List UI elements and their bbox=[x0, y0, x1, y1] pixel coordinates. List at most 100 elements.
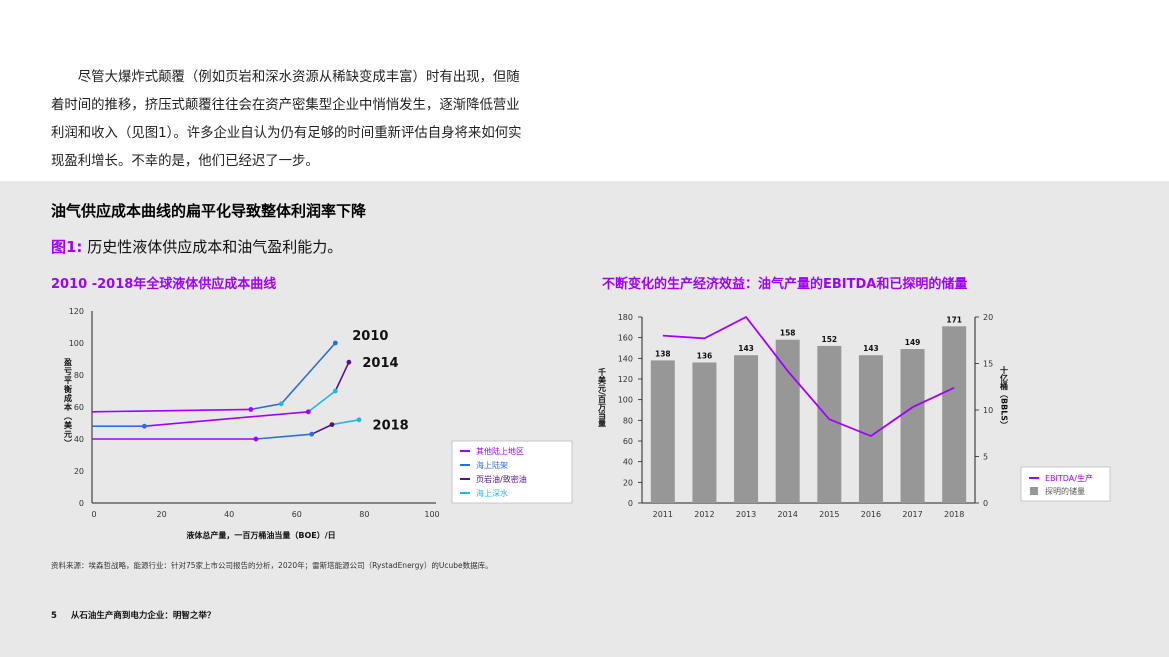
legend-label: 海上深水 bbox=[476, 488, 508, 498]
bar-value-label: 171 bbox=[946, 315, 962, 324]
reserves-bar bbox=[734, 355, 759, 503]
intro-paragraph: 尽管大爆炸式颠覆（例如页岩和深水资源从稀缺变成丰富）时有出现，但随着时间的推移，… bbox=[51, 70, 522, 169]
supply-cost-chart: 0 20 40 60 80 100 120 0 20 40 60 80 100 盈亏平衡成本（美元） 液体总… bbox=[63, 307, 573, 540]
curve-2014-point bbox=[141, 423, 147, 429]
legend-label: 海上陆架 bbox=[476, 460, 508, 470]
figure-caption: 图1: 历史性液体供应成本和油气盈利能力。 bbox=[51, 236, 342, 257]
left-y-tick-label: 20 bbox=[623, 478, 633, 487]
curve-2010-point bbox=[332, 340, 338, 346]
curve-2018-segment bbox=[311, 423, 333, 435]
x-tick-label: 100 bbox=[424, 510, 439, 519]
x-tick-label: 20 bbox=[157, 510, 167, 519]
curve-label-2010: 2010 bbox=[352, 329, 388, 344]
legend-swatch-reserves bbox=[1030, 487, 1038, 495]
reserves-bar bbox=[650, 360, 675, 503]
left-y-tick-label: 180 bbox=[618, 313, 633, 322]
curve-2014-segment bbox=[307, 390, 336, 413]
x-tick-label: 2011 bbox=[653, 510, 673, 519]
curve-2010-point bbox=[278, 401, 284, 407]
left-y-tick-label: 0 bbox=[628, 499, 633, 508]
section-title: 油气供应成本曲线的扁平化导致整体利润率下降 bbox=[51, 202, 367, 220]
curve-2014-segment bbox=[334, 361, 350, 392]
right-legend-box bbox=[1020, 466, 1111, 502]
right-y-axis-title: 十亿桶（BBLS） bbox=[1000, 365, 1009, 429]
bar-value-label: 149 bbox=[905, 338, 921, 347]
y-axis-title: 盈亏平衡成本（美元） bbox=[63, 358, 73, 448]
x-tick-label: 2012 bbox=[694, 510, 714, 519]
document-title: 从石油生产商到电力企业：明智之举？ bbox=[70, 611, 216, 621]
legend-label: 页岩油/致密油 bbox=[476, 474, 527, 484]
legend-label: 其他陆上地区 bbox=[476, 446, 524, 456]
right-y-tick-label: 15 bbox=[983, 360, 993, 369]
curve-label-2018: 2018 bbox=[373, 419, 409, 434]
y-tick-label: 120 bbox=[69, 307, 84, 316]
x-tick-label: 40 bbox=[224, 510, 234, 519]
x-tick-label: 80 bbox=[359, 510, 369, 519]
figure-panel bbox=[0, 181, 1169, 657]
curve-2018-point bbox=[253, 436, 259, 442]
figure-label: 图1: bbox=[51, 238, 83, 256]
left-y-tick-label: 100 bbox=[618, 396, 633, 405]
bar-value-label: 138 bbox=[655, 349, 671, 358]
x-tick-label: 2013 bbox=[736, 510, 756, 519]
ebitda-chart-title: 不断变化的生产经济效益：油气产量的EBITDA和已探明的储量 bbox=[602, 277, 968, 292]
reserves-bar bbox=[942, 326, 967, 503]
bar-value-label: 136 bbox=[697, 351, 713, 360]
figure-caption-text: 历史性液体供应成本和油气盈利能力。 bbox=[87, 238, 343, 256]
page-footer: 5 从石油生产商到电力企业：明智之举？ bbox=[51, 609, 215, 621]
left-y-tick-label: 120 bbox=[618, 375, 633, 384]
x-tick-label: 2014 bbox=[778, 510, 798, 519]
right-y-tick-label: 5 bbox=[983, 453, 988, 462]
curve-2018-point bbox=[356, 417, 362, 423]
curve-2018-segment bbox=[331, 419, 360, 426]
reserves-bar bbox=[900, 349, 925, 503]
bar-value-label: 158 bbox=[780, 329, 796, 338]
y-tick-label: 80 bbox=[74, 371, 84, 380]
x-tick-label: 2018 bbox=[944, 510, 964, 519]
bar-value-label: 143 bbox=[738, 344, 754, 353]
left-y-tick-label: 60 bbox=[623, 437, 633, 446]
left-y-tick-label: 80 bbox=[623, 416, 633, 425]
left-y-axis-title: 千美元/百万当量 bbox=[597, 367, 607, 428]
left-y-tick-label: 140 bbox=[618, 354, 633, 363]
curve-2010-segment bbox=[250, 342, 336, 411]
source-note: 资料来源：埃森哲战略，能源行业：针对75家上市公司报告的分析，2020年；雷斯塔… bbox=[51, 561, 493, 570]
curve-2014-segment bbox=[144, 411, 309, 427]
x-tick-label: 60 bbox=[292, 510, 302, 519]
reserves-bar bbox=[858, 355, 883, 503]
legend-label-reserves: 探明的储量 bbox=[1045, 486, 1085, 496]
left-y-tick-label: 40 bbox=[623, 458, 633, 467]
y-tick-label: 60 bbox=[74, 403, 84, 412]
reserves-bar bbox=[692, 362, 717, 503]
left-legend-box bbox=[451, 440, 573, 504]
supply-cost-chart-title: 2010 -2018年全球液体供应成本曲线 bbox=[51, 277, 277, 292]
curve-2014-point bbox=[305, 409, 311, 415]
x-tick-label: 2015 bbox=[819, 510, 839, 519]
x-tick-label: 2016 bbox=[861, 510, 881, 519]
right-y-tick-label: 10 bbox=[983, 406, 993, 415]
x-tick-label: 2017 bbox=[902, 510, 922, 519]
curve-2018-point bbox=[309, 431, 315, 437]
x-tick-label: 0 bbox=[91, 510, 96, 519]
right-y-tick-label: 20 bbox=[983, 313, 993, 322]
curve-2014-point bbox=[346, 359, 352, 365]
curve-label-2014: 2014 bbox=[362, 356, 398, 371]
bar-value-label: 143 bbox=[863, 344, 879, 353]
y-tick-label: 20 bbox=[74, 467, 84, 476]
ebitda-line bbox=[662, 315, 955, 438]
y-tick-label: 100 bbox=[69, 339, 84, 348]
ebitda-reserves-chart: 0 20 40 60 80 100 120 140 160 180 0 5 10 15 20 千美元/百万当量… bbox=[597, 313, 1111, 519]
curve-2010-point bbox=[248, 407, 254, 412]
x-axis-title: 液体总产量，一百万桶油当量（BOE）/日 bbox=[186, 530, 335, 540]
right-y-tick-label: 0 bbox=[983, 499, 988, 508]
left-y-tick-label: 160 bbox=[618, 334, 633, 343]
curve-2010-segment bbox=[91, 408, 251, 413]
reserves-bar bbox=[817, 345, 842, 503]
legend-label-ebitda: EBITDA/生产 bbox=[1045, 473, 1093, 483]
curve-2018-segment bbox=[255, 433, 312, 440]
bar-value-label: 152 bbox=[821, 335, 837, 344]
page-number: 5 bbox=[51, 611, 57, 621]
reserves-bar bbox=[775, 339, 800, 503]
curve-2018-point bbox=[329, 422, 335, 427]
